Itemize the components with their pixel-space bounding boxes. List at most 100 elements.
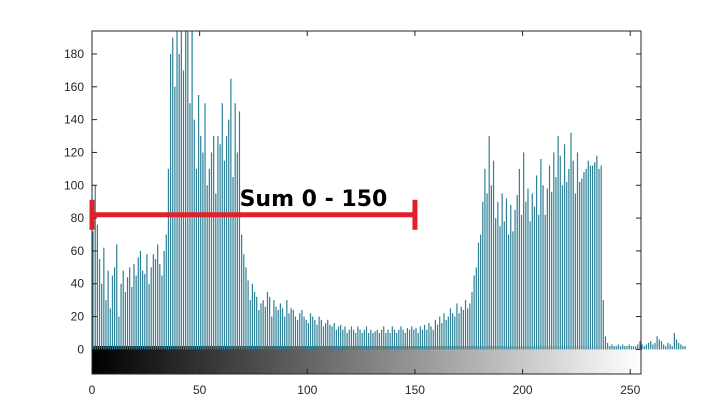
histogram-bar: [396, 332, 398, 350]
histogram-bar: [490, 185, 492, 350]
histogram-bar: [208, 168, 210, 350]
histogram-bar: [133, 264, 135, 350]
y-tick-label: 0: [77, 342, 84, 356]
histogram-bar: [320, 319, 322, 350]
histogram-bar: [602, 300, 604, 350]
histogram-bar: [617, 344, 619, 350]
histogram-bar: [669, 344, 671, 350]
histogram-bar: [635, 346, 637, 350]
histogram-bar: [322, 326, 325, 350]
histogram-bar: [523, 152, 525, 350]
gray-colorbar: [92, 346, 641, 374]
histogram-bar: [361, 332, 363, 350]
histogram-bar: [607, 342, 609, 350]
histogram-bar: [247, 280, 249, 350]
histogram-bar: [583, 172, 585, 350]
histogram-bar: [243, 254, 245, 350]
histogram-bar: [107, 270, 109, 350]
histogram-bar: [118, 316, 120, 350]
histogram-bar: [169, 53, 172, 350]
annotation-layer: Sum 0 - 150: [89, 187, 418, 230]
histogram-bar: [258, 310, 260, 350]
histogram-bar: [389, 332, 391, 350]
histogram-bar: [324, 323, 327, 350]
histogram-bar: [94, 185, 96, 350]
histogram-bar: [456, 303, 458, 350]
histogram-bar: [449, 308, 452, 350]
histogram-bar: [176, 31, 178, 350]
histogram-bar: [193, 119, 195, 350]
y-tick-label: 180: [64, 47, 84, 61]
y-tick-label: 60: [71, 244, 85, 258]
histogram-bar: [286, 300, 288, 350]
histogram-bar: [678, 342, 680, 350]
x-tick-label: 200: [513, 383, 533, 397]
histogram-bar: [202, 152, 204, 350]
histogram-bar: [563, 144, 566, 350]
histogram-bar: [114, 267, 116, 350]
histogram-bar: [318, 316, 320, 350]
histogram-bar: [469, 303, 471, 350]
histogram-bar: [525, 201, 527, 350]
histogram-bar: [383, 326, 385, 350]
y-tick-label: 160: [64, 80, 84, 94]
histogram-bar: [101, 283, 103, 350]
histogram-bar: [591, 165, 594, 350]
histogram-bar: [682, 346, 684, 350]
histogram-bar: [576, 152, 579, 350]
histogram-bar: [460, 306, 462, 350]
histogram-bar: [124, 291, 126, 350]
histogram-bar: [548, 165, 551, 350]
histogram-bar: [152, 254, 154, 350]
histogram-bar: [477, 242, 480, 350]
histogram-bar: [359, 329, 361, 350]
histogram-bar: [604, 336, 607, 350]
histogram-bar: [551, 191, 553, 350]
histogram-bar: [587, 160, 589, 350]
histogram-bar: [611, 344, 613, 350]
histogram-bar: [174, 86, 176, 350]
histogram-bar: [538, 214, 540, 350]
histogram-bar: [673, 332, 675, 350]
histogram-bar: [163, 250, 165, 350]
y-tick-label: 120: [64, 145, 84, 159]
histogram-bar: [428, 323, 430, 350]
histogram-bar: [256, 296, 258, 350]
histogram-bar: [458, 313, 460, 350]
histogram-bar: [546, 188, 548, 350]
histogram-bar: [228, 119, 230, 350]
histogram-bar: [561, 185, 564, 350]
range-bracket-label: Sum 0 - 150: [240, 187, 388, 212]
histogram-bar: [333, 323, 335, 350]
histogram-bar: [288, 313, 290, 350]
histogram-bar: [518, 168, 520, 350]
histogram-bar: [303, 316, 305, 350]
histogram-bar: [531, 193, 533, 350]
histogram-bar: [178, 53, 180, 350]
histogram-bar: [475, 267, 477, 350]
histogram-bar: [501, 193, 503, 350]
histogram-bar: [340, 324, 342, 350]
histogram-bar: [131, 287, 133, 350]
histogram-bar: [269, 296, 271, 350]
histogram-bar: [589, 165, 592, 350]
histogram-bar: [630, 346, 632, 350]
histogram-bar: [352, 329, 355, 350]
histogram-bar: [404, 332, 406, 350]
histogram-bar: [436, 324, 439, 350]
histogram-bar: [249, 300, 251, 350]
histogram-bar: [445, 319, 447, 350]
histogram-bar: [434, 319, 436, 350]
histogram-bar: [292, 310, 294, 350]
histogram-bar: [161, 275, 163, 350]
histogram-bar: [419, 326, 421, 350]
histogram-bar: [533, 206, 536, 350]
histogram-bar: [529, 221, 531, 350]
histogram-bar: [406, 328, 409, 350]
histogram-bar: [370, 329, 372, 350]
histogram-bar: [641, 344, 643, 350]
histogram-bar: [290, 308, 292, 350]
histogram-bar: [594, 162, 596, 350]
histogram-bar: [574, 193, 576, 350]
